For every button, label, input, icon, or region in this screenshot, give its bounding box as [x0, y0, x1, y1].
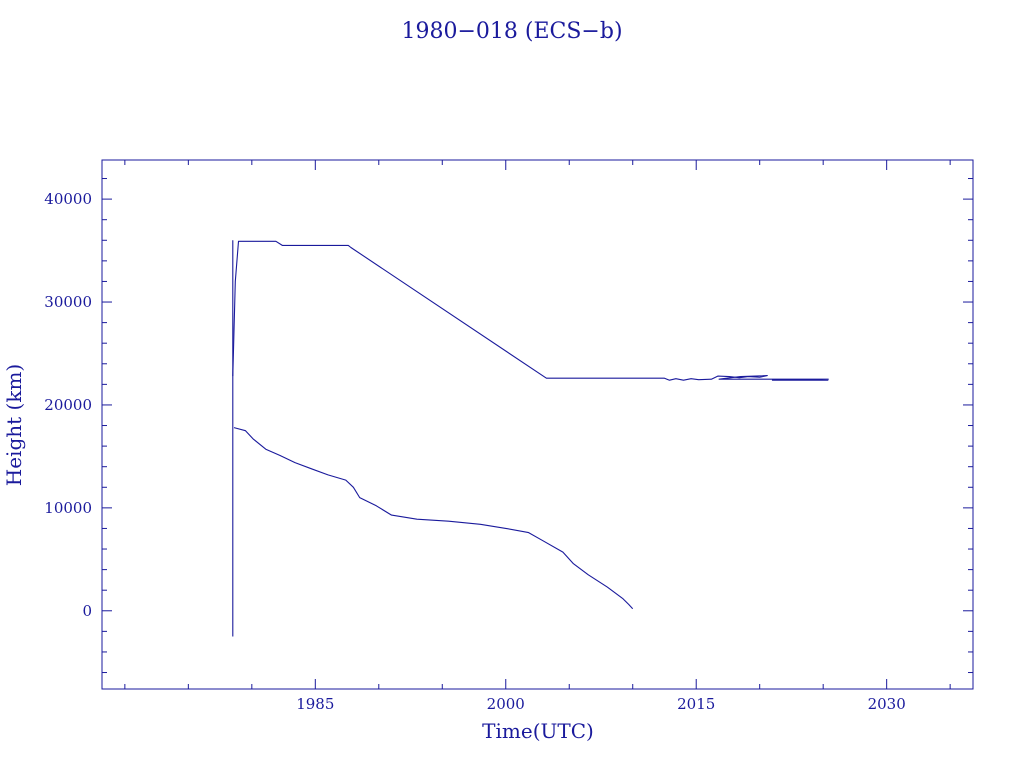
- series-line-1: [232, 240, 829, 381]
- axis-tick-labels: 1985 2000 2015 2030 0 10000 20000 30000 40000: [44, 190, 905, 713]
- x-axis-label: Time(UTC): [482, 719, 594, 743]
- series-line-3: [233, 427, 634, 610]
- y-tick-label: 40000: [44, 190, 92, 208]
- y-tick-label: 0: [82, 602, 92, 620]
- chart-title: 1980−018 (ECS−b): [401, 19, 622, 44]
- y-tick-label: 30000: [44, 293, 92, 311]
- axis-ticks: [102, 160, 973, 689]
- x-tick-label: 1985: [296, 695, 334, 713]
- x-tick-label: 2030: [868, 695, 906, 713]
- x-tick-label: 2015: [677, 695, 715, 713]
- y-axis-label: Height (km): [2, 364, 26, 486]
- plot-frame: [101, 159, 974, 690]
- x-tick-label: 2000: [487, 695, 525, 713]
- series-group: [232, 240, 829, 637]
- y-tick-label: 10000: [44, 499, 92, 517]
- y-tick-label: 20000: [44, 396, 92, 414]
